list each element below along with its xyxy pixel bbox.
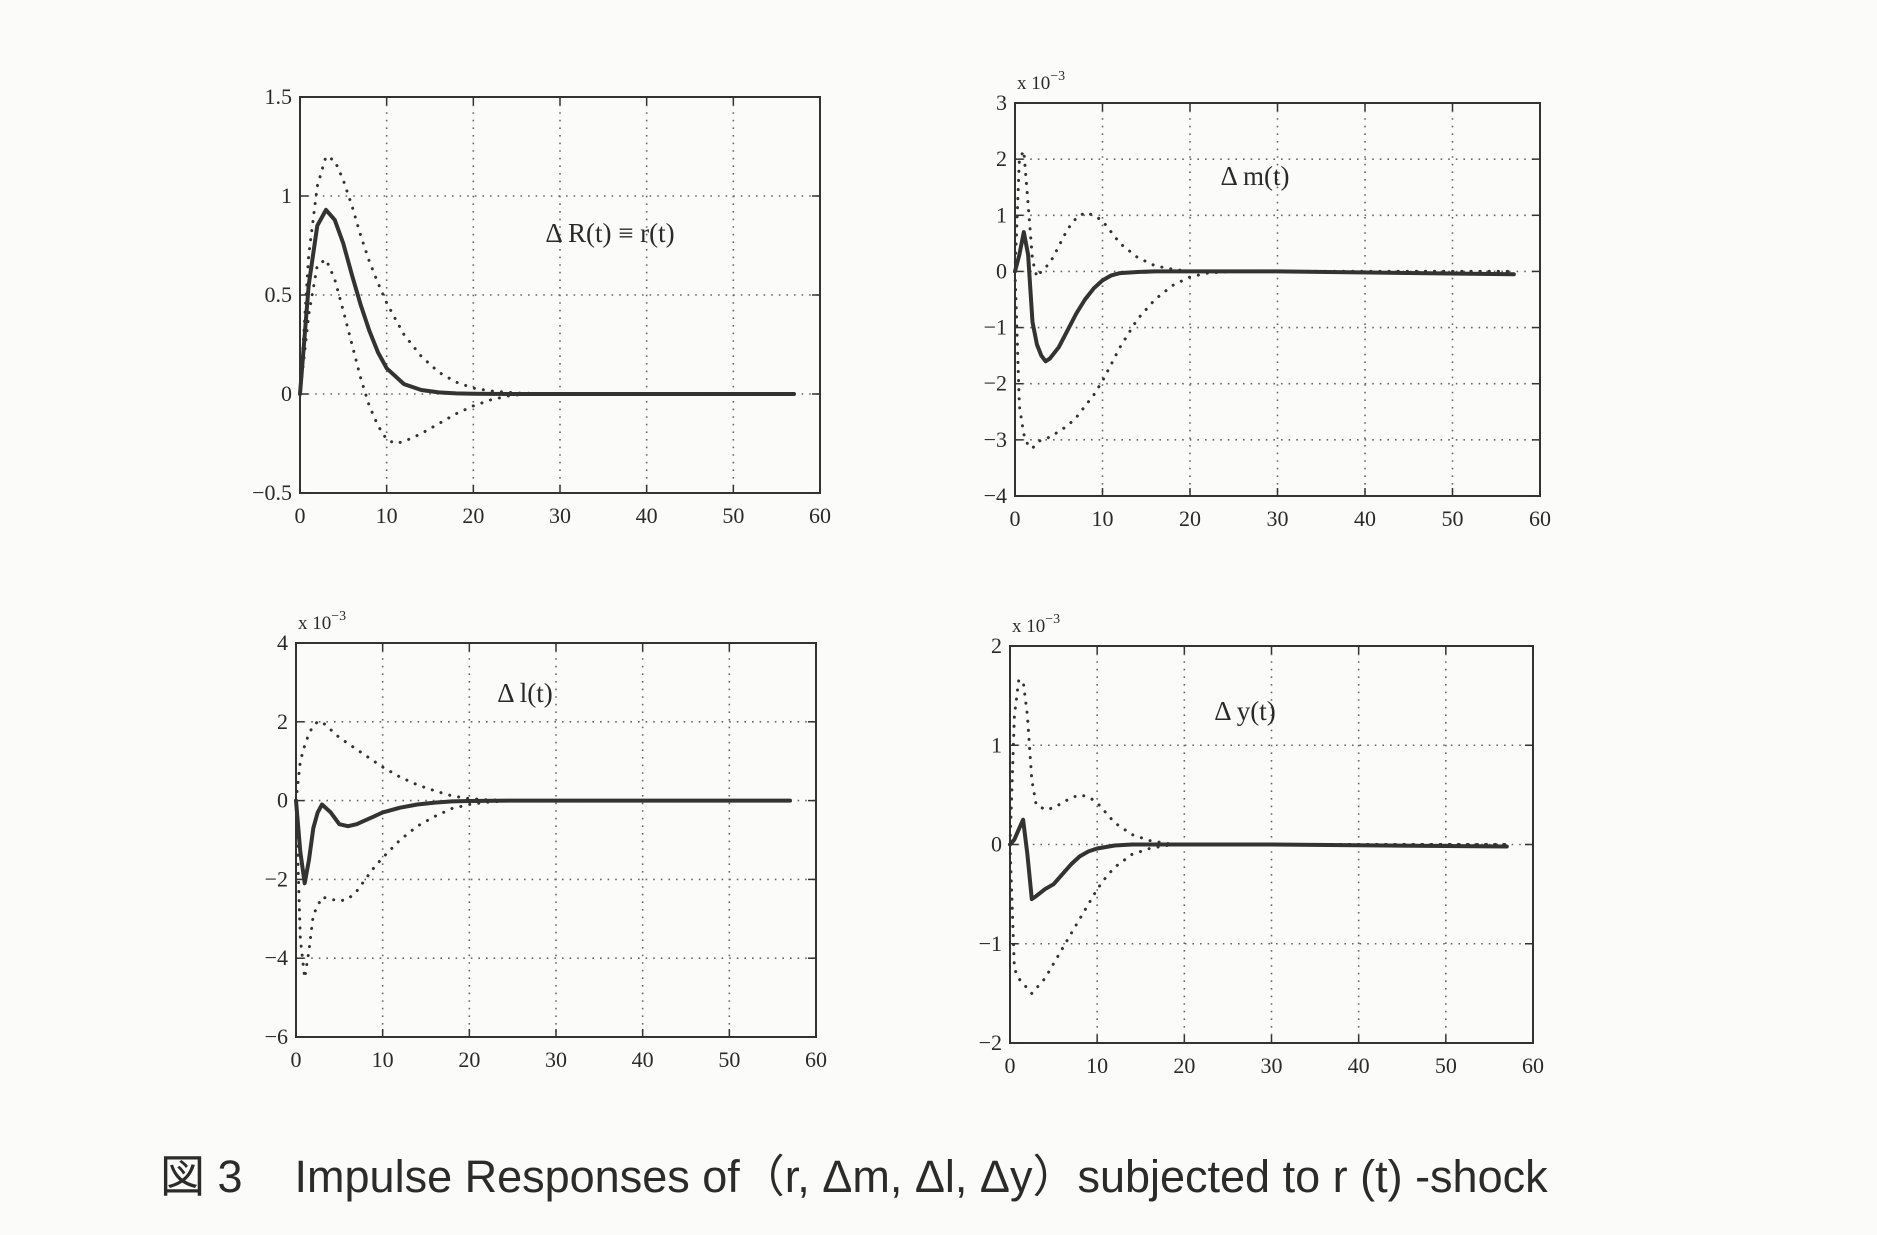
chart-panel-2: 0 10 20 30 40 50 60 −4 −3 −2 −1 0 1 2 3 x 10−3 Δ m(t) [984,69,1551,531]
impulse-response-line [1008,817,1509,902]
chart-panel-3: 0 10 20 30 40 50 60 −6 −4 −2 0 2 4 x 10−3 Δ l(t) [265,609,827,1072]
x-tick-label: 60 [1522,1053,1544,1078]
y-tick-label: 2 [996,146,1007,171]
y-tick-label: −0.5 [252,480,292,505]
y-tick-label: 4 [277,630,288,655]
x-tick-label: 0 [1010,506,1021,531]
confidence-band-line [294,799,792,980]
x-tick-label: 0 [1005,1053,1016,1078]
x-tick-label: 60 [1529,506,1551,531]
panel-annotation: Δ l(t) [497,678,553,708]
y-tick-label: −4 [265,945,288,970]
y-tick-label: 1 [996,202,1007,227]
panel-annotation: Δ y(t) [1214,696,1276,726]
chart-panel-4: 0 10 20 30 40 50 60 −2 −1 0 1 2 x 10−3 Δ y(t) [979,612,1544,1078]
y-tick-label: 2 [991,633,1002,658]
y-tick-label: −4 [984,483,1007,508]
y-tick-label: 0 [281,381,292,406]
y-tick-label: −6 [265,1024,288,1049]
y-tick-label: 0 [996,258,1007,283]
impulse-response-line [1013,230,1516,364]
x-tick-label: 30 [545,1047,567,1072]
x-tick-label: 10 [1086,1053,1108,1078]
x-tick-label: 60 [805,1047,827,1072]
y-tick-label: 1.5 [265,84,293,109]
confidence-band-line [298,257,796,445]
y-tick-label: 3 [996,90,1007,115]
x-tick-label: 20 [1173,1053,1195,1078]
x-tick-label: 60 [809,503,831,528]
confidence-band-line [1013,269,1516,450]
y-tick-label: −1 [979,931,1002,956]
impulse-response-line [298,207,796,396]
y-tick-label: 1 [991,732,1002,757]
x-tick-label: 50 [722,503,744,528]
x-tick-label: 50 [1435,1053,1457,1078]
axis-multiplier: x 10−3 [298,609,346,634]
confidence-band-line [294,720,792,803]
x-tick-label: 30 [1267,506,1289,531]
impulse-response-line [294,798,792,886]
x-tick-label: 30 [1261,1053,1283,1078]
x-tick-label: 10 [376,503,398,528]
x-tick-label: 50 [718,1047,740,1072]
y-tick-label: −2 [979,1030,1002,1055]
y-tick-label: −3 [984,427,1007,452]
figure-caption-text: Impulse Responses of（r, Δm, Δl, Δy）subje… [294,1151,1548,1202]
panel-annotation: Δ R(t) ≡ r(t) [545,218,674,248]
axis-multiplier: x 10−3 [1017,69,1065,94]
x-tick-label: 0 [291,1047,302,1072]
confidence-band-line [298,154,796,396]
figure-caption: 図 3 Impulse Responses of（r, Δm, Δl, Δy）su… [160,1140,1760,1205]
axis-multiplier: x 10−3 [1012,612,1060,637]
y-tick-label: 0 [277,788,288,813]
x-tick-label: 30 [549,503,571,528]
confidence-band-line [1008,843,1509,995]
x-tick-label: 40 [636,503,658,528]
x-tick-label: 40 [1354,506,1376,531]
panel-annotation: Δ m(t) [1220,161,1289,191]
x-tick-label: 40 [1348,1053,1370,1078]
confidence-band-line [1013,149,1516,279]
x-tick-label: 20 [458,1047,480,1072]
figure-number: 図 3 [160,1151,243,1202]
y-tick-label: −1 [984,315,1007,340]
x-tick-label: 20 [462,503,484,528]
chart-panel-1: 0 10 20 30 40 50 60−0.500.511.5Δ R(t) ≡ r(t) [252,84,831,528]
x-tick-label: 40 [632,1047,654,1072]
y-tick-label: 0 [991,832,1002,857]
y-tick-label: 1 [281,183,292,208]
x-tick-label: 0 [295,503,306,528]
y-tick-label: −2 [265,866,288,891]
x-tick-label: 10 [1092,506,1114,531]
y-tick-label: −2 [984,371,1007,396]
x-tick-label: 50 [1442,506,1464,531]
x-tick-label: 10 [372,1047,394,1072]
x-tick-label: 20 [1179,506,1201,531]
y-tick-label: 2 [277,709,288,734]
y-tick-label: 0.5 [265,282,293,307]
confidence-band-line [1008,679,1509,846]
